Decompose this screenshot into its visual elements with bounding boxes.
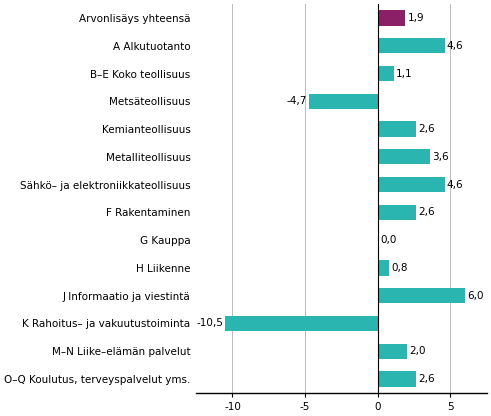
Text: 6,0: 6,0 [467, 291, 484, 301]
Bar [378, 344, 407, 359]
Bar [378, 260, 389, 275]
Text: 3,6: 3,6 [432, 152, 449, 162]
Bar [378, 371, 415, 386]
Text: 2,0: 2,0 [409, 346, 426, 356]
Text: 0,8: 0,8 [392, 263, 408, 273]
Text: -4,7: -4,7 [287, 97, 307, 106]
Bar [378, 149, 430, 164]
Text: 1,1: 1,1 [396, 69, 412, 79]
Text: 2,6: 2,6 [418, 124, 435, 134]
Bar [225, 316, 378, 331]
Text: 4,6: 4,6 [447, 180, 464, 190]
Bar [378, 121, 415, 137]
Text: -10,5: -10,5 [196, 318, 223, 328]
Bar [378, 66, 394, 81]
Bar [378, 38, 445, 53]
Bar [378, 288, 465, 303]
Text: 0,0: 0,0 [380, 235, 396, 245]
Bar [378, 177, 445, 192]
Text: 1,9: 1,9 [408, 13, 424, 23]
Text: 2,6: 2,6 [418, 207, 435, 218]
Bar [378, 10, 406, 26]
Text: 4,6: 4,6 [447, 41, 464, 51]
Bar [378, 205, 415, 220]
Bar [309, 94, 378, 109]
Text: 2,6: 2,6 [418, 374, 435, 384]
